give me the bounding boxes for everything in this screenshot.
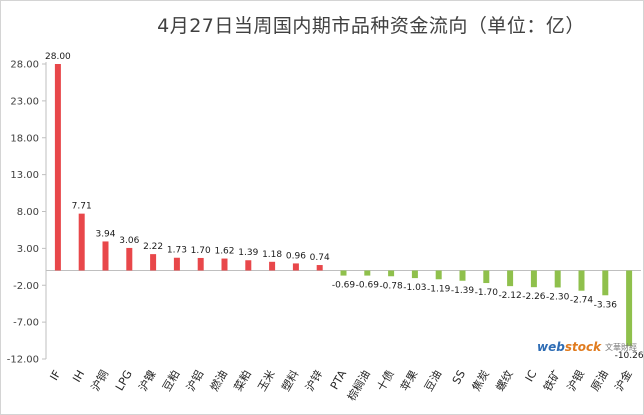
bar: [411, 270, 418, 279]
x-category-label: LPG: [113, 368, 135, 393]
bar: [626, 270, 633, 347]
y-tick-label: 8.00: [17, 207, 39, 218]
data-label: -3.36: [594, 300, 618, 310]
x-category-label: 十债: [374, 368, 397, 394]
x-category-label: 玉米: [255, 368, 277, 394]
data-label: 3.94: [95, 229, 115, 239]
data-label: -10.26: [615, 351, 643, 361]
x-category-label: 铁矿: [541, 368, 563, 394]
y-tick-label: -12.00: [7, 355, 39, 366]
bar: [150, 254, 157, 271]
bar: [78, 213, 85, 271]
bar: [435, 270, 442, 280]
bar: [126, 247, 133, 271]
data-label: -1.03: [403, 283, 426, 293]
bar: [578, 270, 585, 291]
chart-title: 4月27日当周国内期市品种资金流向（单位：亿）: [157, 15, 585, 37]
x-category-label: 沪铝: [183, 368, 206, 394]
y-tick-label: 13.00: [10, 170, 39, 181]
x-category-label: 焦炭: [470, 368, 492, 394]
x-category-label: 沪铜: [88, 368, 111, 394]
data-label: -2.12: [498, 291, 521, 301]
x-category-label: 沪镍: [136, 368, 159, 394]
data-label: -2.30: [546, 292, 570, 302]
data-label: -0.69: [356, 281, 380, 291]
x-category-label: 塑料: [278, 368, 301, 394]
bar: [507, 270, 514, 287]
data-label: 0.96: [286, 251, 306, 261]
y-tick-label: 3.00: [17, 244, 39, 255]
data-label: -1.39: [451, 286, 475, 296]
bar: [459, 270, 466, 281]
bar: [173, 257, 180, 271]
y-tick-label: -7.00: [13, 318, 39, 329]
x-category-label: 燃油: [207, 368, 230, 394]
watermark-subtext: 文華財經: [605, 342, 638, 352]
wenhua-watermark: webstock 文華財經: [537, 337, 637, 357]
bar: [364, 270, 371, 276]
x-category-label: IC: [523, 368, 540, 384]
bar: [316, 265, 323, 271]
data-label: 1.73: [167, 246, 187, 256]
x-category-label: SS: [450, 368, 468, 387]
data-label: 1.39: [238, 248, 258, 258]
bar: [388, 270, 395, 277]
webstock-logo: webstock: [537, 340, 602, 354]
data-label: -1.70: [475, 288, 499, 298]
y-tick-label: 18.00: [10, 133, 39, 144]
data-label: 1.70: [191, 246, 211, 256]
y-tick-label: 28.00: [10, 60, 39, 71]
bar: [602, 270, 609, 296]
x-category-label: 沪锌: [302, 368, 325, 394]
data-label: 3.06: [119, 236, 139, 246]
bar: [269, 261, 276, 271]
bar: [197, 257, 204, 271]
x-category-label: IF: [47, 368, 63, 383]
data-label: -0.78: [379, 281, 403, 291]
x-category-label: 豆粕: [159, 368, 182, 394]
data-label: -2.74: [570, 296, 594, 306]
bar: [554, 270, 561, 288]
x-category-label: 原油: [588, 368, 611, 394]
data-label: 2.22: [143, 242, 163, 252]
bar: [245, 260, 252, 271]
y-tick-label: -2.00: [13, 281, 39, 292]
x-category-label: 螺纹: [493, 368, 516, 394]
data-label: -0.69: [332, 281, 356, 291]
x-category-label: 沪银: [564, 368, 587, 394]
x-category-label: 沪金: [612, 368, 635, 394]
data-label: 28.00: [45, 52, 71, 62]
x-category-label: IH: [70, 368, 87, 384]
bar: [530, 270, 537, 288]
data-label: 7.71: [72, 202, 92, 212]
x-category-label: 豆油: [421, 368, 444, 394]
bar: [102, 241, 109, 271]
data-label: -2.26: [522, 292, 546, 302]
x-category-label: 苹果: [397, 368, 420, 394]
y-tick-label: 23.00: [10, 96, 39, 107]
data-label: -1.19: [427, 284, 451, 294]
x-category-label: 棕榈油: [344, 368, 373, 404]
data-label: 1.18: [262, 250, 282, 260]
bar: [483, 270, 490, 284]
data-label: 1.62: [214, 247, 234, 257]
x-category-label: PTA: [328, 368, 350, 392]
bar: [221, 258, 228, 271]
bar: [292, 263, 299, 271]
data-label: 0.74: [310, 253, 330, 263]
bar: [54, 64, 61, 271]
bar: [340, 270, 347, 276]
x-category-label: 菜粕: [231, 368, 254, 394]
